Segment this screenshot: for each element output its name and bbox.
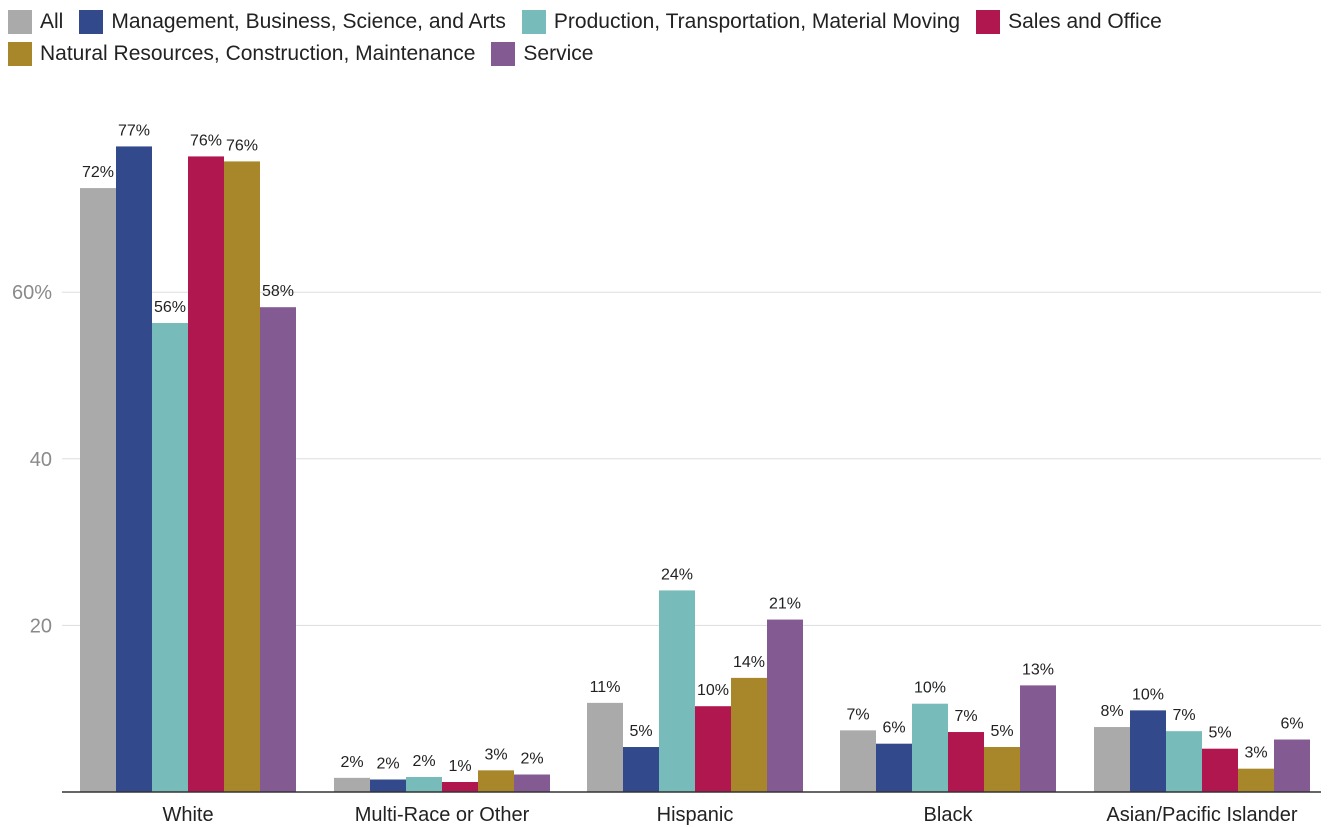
bar-0-5 bbox=[260, 307, 296, 792]
y-tick-label-60: 60% bbox=[12, 282, 52, 304]
data-label-0-1: 77% bbox=[118, 122, 150, 139]
data-label-0-5: 58% bbox=[262, 283, 294, 300]
data-label-3-3: 7% bbox=[954, 708, 977, 725]
data-label-2-5: 21% bbox=[769, 596, 801, 613]
bar-3-2 bbox=[912, 704, 948, 792]
data-label-0-4: 76% bbox=[226, 137, 258, 154]
data-label-4-5: 6% bbox=[1280, 716, 1303, 733]
bar-2-3 bbox=[695, 706, 731, 792]
bar-2-2 bbox=[659, 590, 695, 792]
bar-1-3 bbox=[442, 782, 478, 792]
bar-3-3 bbox=[948, 732, 984, 792]
bar-1-5 bbox=[514, 775, 550, 792]
x-tick-label-1: Multi-Race or Other bbox=[355, 804, 530, 826]
bar-1-4 bbox=[478, 770, 514, 792]
x-tick-label-3: Black bbox=[924, 804, 974, 826]
y-tick-label-40: 40 bbox=[30, 449, 52, 471]
bar-0-3 bbox=[188, 156, 224, 792]
bar-1-1 bbox=[370, 780, 406, 792]
data-label-3-0: 7% bbox=[846, 706, 869, 723]
bar-1-2 bbox=[406, 777, 442, 792]
bar-0-1 bbox=[116, 146, 152, 792]
data-label-3-2: 10% bbox=[914, 680, 946, 697]
bar-0-4 bbox=[224, 161, 260, 792]
data-label-3-1: 6% bbox=[882, 720, 905, 737]
bar-3-0 bbox=[840, 730, 876, 792]
data-label-1-0: 2% bbox=[340, 754, 363, 771]
x-tick-label-2: Hispanic bbox=[657, 804, 734, 826]
bar-4-3 bbox=[1202, 749, 1238, 792]
bar-3-1 bbox=[876, 744, 912, 792]
data-label-4-4: 3% bbox=[1244, 745, 1267, 762]
data-label-3-4: 5% bbox=[990, 723, 1013, 740]
data-label-2-3: 10% bbox=[697, 682, 729, 699]
data-label-4-1: 10% bbox=[1132, 686, 1164, 703]
data-label-4-2: 7% bbox=[1172, 707, 1195, 724]
y-tick-label-20: 20 bbox=[30, 615, 52, 637]
data-label-4-0: 8% bbox=[1100, 703, 1123, 720]
bar-0-2 bbox=[152, 323, 188, 792]
data-label-2-2: 24% bbox=[661, 566, 693, 583]
data-label-3-5: 13% bbox=[1022, 661, 1054, 678]
bar-2-1 bbox=[623, 747, 659, 792]
data-label-2-1: 5% bbox=[629, 723, 652, 740]
data-label-0-2: 56% bbox=[154, 299, 186, 316]
data-label-2-0: 11% bbox=[590, 679, 621, 696]
bar-3-5 bbox=[1020, 685, 1056, 792]
bar-2-5 bbox=[767, 620, 803, 792]
bar-4-4 bbox=[1238, 769, 1274, 792]
x-tick-label-0: White bbox=[162, 804, 213, 826]
data-label-0-0: 72% bbox=[82, 164, 114, 181]
bar-4-5 bbox=[1274, 740, 1310, 792]
data-label-1-4: 3% bbox=[484, 746, 507, 763]
data-label-0-3: 76% bbox=[190, 132, 222, 149]
bar-4-1 bbox=[1130, 710, 1166, 792]
x-tick-label-4: Asian/Pacific Islander bbox=[1106, 804, 1298, 826]
bar-2-0 bbox=[587, 703, 623, 792]
bar-0-0 bbox=[80, 188, 116, 792]
bar-4-0 bbox=[1094, 727, 1130, 792]
bar-1-0 bbox=[334, 778, 370, 792]
data-label-1-2: 2% bbox=[412, 753, 435, 770]
data-label-2-4: 14% bbox=[733, 654, 765, 671]
data-label-1-3: 1% bbox=[448, 758, 471, 775]
data-label-4-3: 5% bbox=[1208, 725, 1231, 742]
data-label-1-1: 2% bbox=[376, 756, 399, 773]
bar-2-4 bbox=[731, 678, 767, 792]
bar-4-2 bbox=[1166, 731, 1202, 792]
data-label-1-5: 2% bbox=[520, 751, 543, 768]
bar-3-4 bbox=[984, 747, 1020, 792]
